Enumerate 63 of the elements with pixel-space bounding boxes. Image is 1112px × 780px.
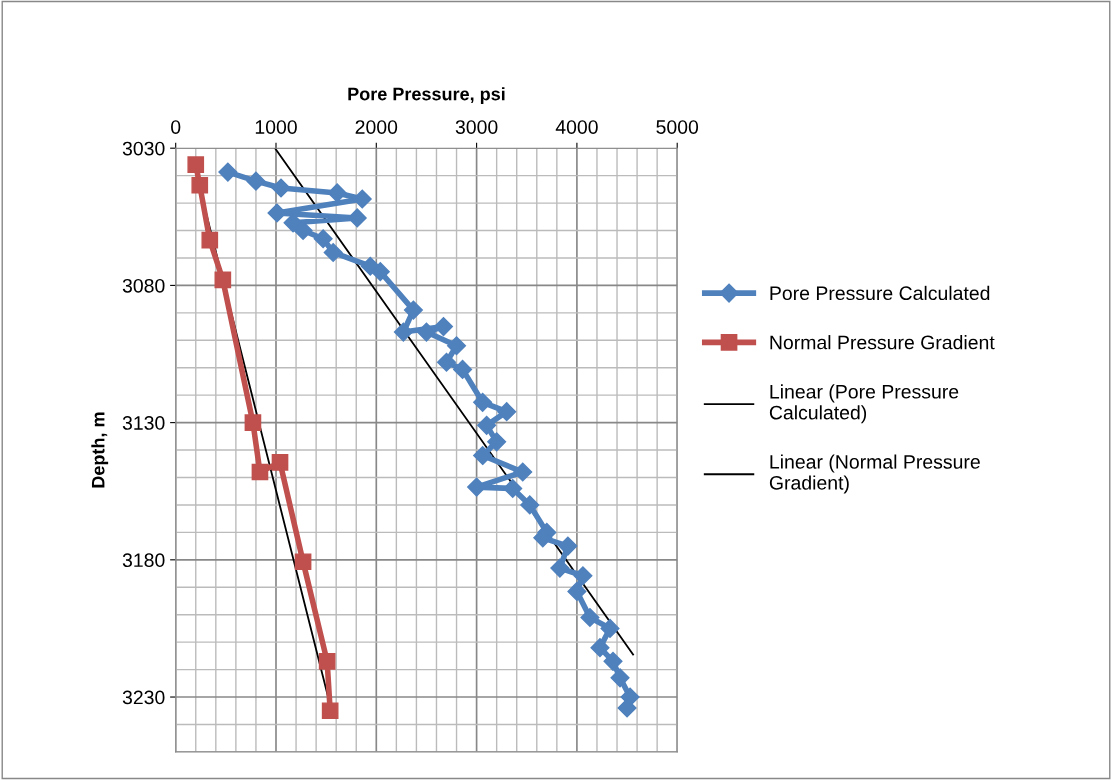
point xyxy=(271,178,291,198)
point xyxy=(497,402,517,422)
legend-label: Normal Pressure Gradient xyxy=(770,335,995,350)
point xyxy=(473,446,493,466)
point xyxy=(580,607,600,627)
point xyxy=(327,183,347,203)
point xyxy=(447,336,467,356)
legend-label: Linear (Normal Pressure Gradient) xyxy=(769,454,980,494)
point xyxy=(370,262,390,282)
point xyxy=(558,536,578,556)
point xyxy=(218,162,238,182)
point xyxy=(214,271,232,289)
point xyxy=(610,668,630,688)
y-tick-label: 3180 xyxy=(122,553,165,568)
x-tick-label: 2000 xyxy=(355,120,398,134)
point xyxy=(513,462,533,482)
point xyxy=(201,231,219,249)
point xyxy=(267,203,287,223)
x-tick-label: 5000 xyxy=(656,120,699,134)
y-axis-title: Depth, m xyxy=(91,412,109,488)
legend-label: Pore Pressure Calculated xyxy=(770,285,990,301)
point xyxy=(453,359,473,379)
x-tick-label: 3000 xyxy=(455,120,498,134)
point xyxy=(191,176,209,194)
point xyxy=(321,702,339,720)
point xyxy=(313,229,333,249)
point xyxy=(433,317,454,337)
point xyxy=(487,432,507,452)
point xyxy=(503,478,523,499)
point xyxy=(323,242,343,263)
point xyxy=(283,213,303,233)
x-tick-label: 1000 xyxy=(255,120,297,134)
point xyxy=(187,156,205,173)
legend-label: Linear (Pore Pressure Calculated) xyxy=(769,384,959,424)
y-tick-label: 3080 xyxy=(122,278,165,293)
y-tick-label: 3230 xyxy=(122,690,165,705)
point xyxy=(244,414,262,431)
y-tick-label: 3030 xyxy=(122,141,165,156)
point xyxy=(600,618,620,638)
point xyxy=(567,581,587,601)
point xyxy=(573,566,593,586)
point xyxy=(520,495,540,515)
point xyxy=(590,638,610,658)
point xyxy=(403,300,423,320)
point xyxy=(617,698,637,718)
x-tick-label: 4000 xyxy=(555,120,598,134)
point xyxy=(477,415,497,435)
point xyxy=(473,392,493,412)
point xyxy=(603,651,623,671)
x-tick-label: 0 xyxy=(171,120,181,134)
point xyxy=(467,477,487,497)
point xyxy=(246,171,266,191)
point xyxy=(271,454,289,471)
point xyxy=(318,653,336,670)
point xyxy=(347,208,367,228)
y-tick-label: 3130 xyxy=(122,416,165,430)
x-axis-title: Pore Pressure, psi xyxy=(348,87,505,104)
point xyxy=(436,352,457,372)
point xyxy=(393,322,413,342)
point xyxy=(416,322,436,342)
point xyxy=(294,553,312,571)
point xyxy=(251,463,269,481)
point xyxy=(550,558,570,578)
